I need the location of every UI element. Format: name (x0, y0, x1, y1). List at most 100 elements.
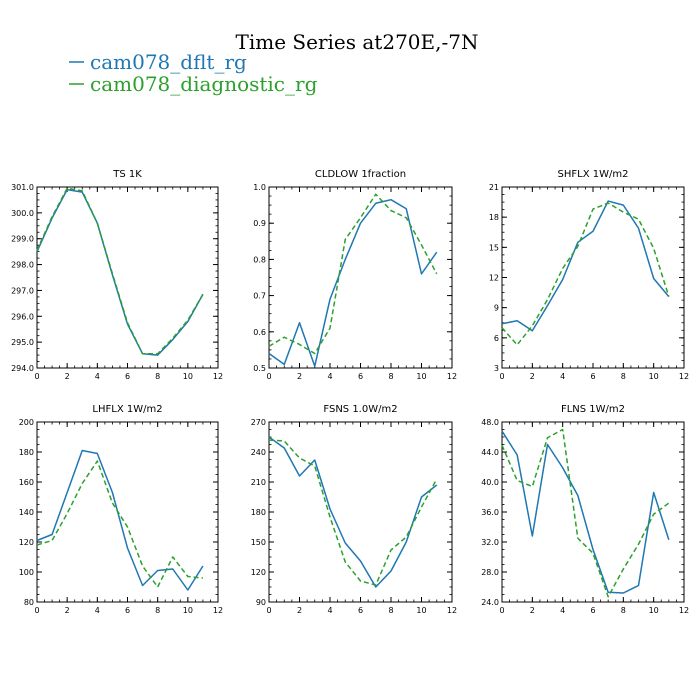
lhflx-xtick-label: 12 (213, 606, 223, 615)
ts-ytick-label: 301.0 (11, 183, 34, 192)
ts-frame (36, 186, 219, 369)
lhflx-xtick-label: 10 (183, 606, 193, 615)
ts-title: TS 1K (112, 169, 142, 180)
fsns-series-dflt-line (268, 436, 438, 588)
ts-xtick-label: 8 (155, 372, 160, 381)
flns-ytick-label: 24.0 (481, 598, 499, 607)
lhflx-ytick-label: 140 (19, 508, 34, 517)
fsns-ytick-label: 120 (251, 568, 266, 577)
ts-series-diagnostic-line (36, 187, 204, 355)
legend-item-dflt: cam078_dflt_rg (69, 50, 247, 74)
fsns-ytick-label: 270 (251, 418, 266, 427)
cldlow-ytick-label: 0.6 (253, 328, 266, 337)
shflx-xtick-label: 2 (530, 372, 535, 381)
flns-xtick-label: 6 (590, 606, 595, 615)
lhflx-xtick-label: 2 (65, 606, 70, 615)
lhflx-title: LHFLX 1W/m2 (92, 404, 162, 415)
ts-ytick-label: 300.0 (11, 209, 34, 218)
flns-ytick-label: 40.0 (481, 478, 499, 487)
panels: TS 1K 0 2 4 6 8 10 12 294.0 295.0 296.0 297.0 298.0 2… (11, 169, 689, 615)
lhflx-series-dflt-line (36, 449, 204, 591)
ts-panel: TS 1K 0 2 4 6 8 10 12 294.0 295.0 296.0 297.0 298.0 2… (11, 169, 223, 381)
ts-xtick-label: 10 (183, 372, 193, 381)
legend: cam078_dflt_rg cam078_diagnostic_rg (69, 50, 318, 96)
shflx-ytick-label: 6 (494, 334, 499, 343)
flns-ytick-label: 36.0 (481, 508, 499, 517)
shflx-series-dflt-line (501, 200, 670, 332)
cldlow-ytick-label: 0.5 (253, 364, 266, 373)
ts-xtick-label: 2 (65, 372, 70, 381)
shflx-frame (501, 186, 685, 369)
ts-ytick-label: 299.0 (11, 235, 34, 244)
shflx-ytick-label: 18 (489, 213, 499, 222)
figure-title: Time Series at270E,-7N (236, 30, 479, 54)
shflx-xtick-label: 12 (679, 372, 689, 381)
ts-xtick-label: 0 (34, 372, 39, 381)
flns-ytick-label: 28.0 (481, 568, 499, 577)
fsns-ytick-label: 240 (251, 448, 266, 457)
cldlow-xtick-label: 4 (327, 372, 332, 381)
lhflx-ytick-label: 80 (24, 598, 34, 607)
flns-xtick-label: 0 (499, 606, 504, 615)
shflx-xtick-label: 6 (590, 372, 595, 381)
fsns-xtick-label: 8 (388, 606, 393, 615)
lhflx-series-diagnostic-line (36, 460, 203, 588)
shflx-title: SHFLX 1W/m2 (558, 169, 629, 180)
cldlow-xtick-label: 6 (358, 372, 363, 381)
shflx-xtick-label: 8 (621, 372, 626, 381)
flns-xtick-label: 8 (621, 606, 626, 615)
ts-ytick-label: 294.0 (11, 364, 34, 373)
cldlow-title: CLDLOW 1fraction (315, 169, 406, 180)
fsns-ytick-label: 150 (251, 538, 266, 547)
cldlow-ytick-label: 0.8 (253, 255, 266, 264)
flns-series-dflt-line (501, 430, 670, 594)
legend-label-dflt: cam078_dflt_rg (90, 50, 247, 74)
fsns-ytick-label: 90 (256, 598, 266, 607)
lhflx-xtick-label: 4 (95, 606, 100, 615)
cldlow-xtick-label: 12 (447, 372, 457, 381)
lhflx-frame (36, 421, 219, 603)
cldlow-frame (268, 186, 453, 369)
ts-ytick-label: 297.0 (11, 286, 34, 295)
shflx-series-diagnostic-line (501, 202, 670, 346)
fsns-xtick-label: 10 (416, 606, 426, 615)
flns-panel: FLNS 1W/m2 0 2 4 6 8 10 12 24.0 28.0 32.0 36.0 40.0 4… (481, 404, 689, 615)
ts-ytick-label: 298.0 (11, 261, 34, 270)
ts-xtick-label: 6 (125, 372, 130, 381)
shflx-xtick-label: 4 (560, 372, 565, 381)
shflx-ytick-label: 3 (494, 364, 499, 373)
legend-label-diagnostic: cam078_diagnostic_rg (90, 72, 318, 96)
shflx-xtick-label: 10 (649, 372, 659, 381)
lhflx-xtick-label: 6 (125, 606, 130, 615)
flns-ytick-label: 48.0 (481, 418, 499, 427)
ts-series-dflt-line (36, 188, 204, 356)
lhflx-panel: LHFLX 1W/m2 0 2 4 6 8 10 12 80 100 120 140 160 180 200 (19, 404, 223, 615)
flns-xtick-label: 12 (679, 606, 689, 615)
lhflx-ytick-label: 100 (19, 568, 34, 577)
flns-series-diagnostic-line (501, 428, 670, 598)
fsns-ytick-label: 210 (251, 478, 266, 487)
fsns-series-diagnostic-line (268, 439, 438, 586)
fsns-xtick-label: 12 (447, 606, 457, 615)
lhflx-xtick-label: 8 (155, 606, 160, 615)
cldlow-series-dflt-line (268, 198, 438, 367)
cldlow-xtick-label: 2 (297, 372, 302, 381)
flns-ytick-label: 44.0 (481, 448, 499, 457)
flns-frame (501, 421, 685, 603)
legend-item-diagnostic: cam078_diagnostic_rg (69, 72, 318, 96)
fsns-panel: FSNS 1.0W/m2 0 2 4 6 8 10 12 90 120 150 180 210 240 27… (251, 404, 457, 615)
fsns-xtick-label: 4 (327, 606, 332, 615)
flns-xtick-label: 2 (530, 606, 535, 615)
fsns-title: FSNS 1.0W/m2 (323, 404, 397, 415)
lhflx-xtick-label: 0 (34, 606, 39, 615)
flns-title: FLNS 1W/m2 (561, 404, 625, 415)
fsns-frame (268, 421, 453, 603)
cldlow-panel: CLDLOW 1fraction 0 2 4 6 8 10 12 0.5 0.6 0.7 0.8 0.9… (253, 169, 457, 381)
lhflx-ytick-label: 180 (19, 448, 34, 457)
fsns-ytick-label: 180 (251, 508, 266, 517)
cldlow-xtick-label: 0 (266, 372, 271, 381)
cldlow-ytick-label: 0.9 (253, 219, 266, 228)
flns-ytick-label: 32.0 (481, 538, 499, 547)
shflx-ytick-label: 15 (489, 243, 499, 252)
